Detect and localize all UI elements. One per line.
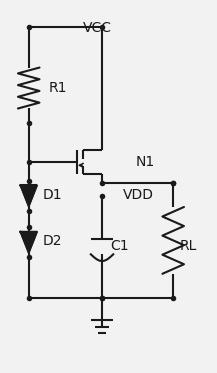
Text: D2: D2 [43, 235, 62, 248]
Polygon shape [21, 185, 37, 206]
Text: RL: RL [180, 239, 197, 253]
Text: VCC: VCC [83, 21, 112, 35]
Text: N1: N1 [135, 155, 155, 169]
Polygon shape [21, 232, 37, 253]
Text: R1: R1 [48, 81, 67, 95]
Text: VDD: VDD [123, 188, 153, 203]
Text: D1: D1 [43, 188, 62, 202]
Text: C1: C1 [111, 239, 129, 253]
